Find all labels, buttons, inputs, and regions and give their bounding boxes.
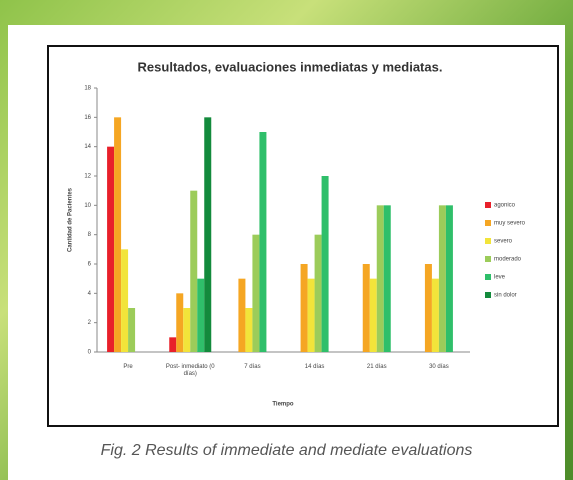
legend-swatch — [485, 238, 491, 244]
bar — [259, 132, 266, 352]
bar — [322, 176, 329, 352]
legend-label: moderado — [494, 257, 522, 263]
legend-label: severo — [494, 239, 513, 245]
x-tick-label: 21 días — [352, 364, 402, 371]
x-tick-label: 7 días — [227, 364, 277, 371]
bar — [204, 117, 211, 352]
legend-swatch — [485, 256, 491, 262]
bar — [377, 205, 384, 352]
x-tick-label: 14 días — [290, 364, 340, 371]
legend-label: sin dolor — [494, 293, 517, 299]
legend-label: agonico — [494, 203, 516, 209]
bar — [439, 205, 446, 352]
y-axis-label: Cantidad de Pacientes — [68, 187, 74, 252]
bar — [308, 279, 315, 352]
bar — [114, 117, 121, 352]
bar — [128, 308, 135, 352]
bar — [384, 205, 391, 352]
bar — [197, 279, 204, 352]
legend-label: muy severo — [494, 221, 526, 227]
bar — [169, 337, 176, 352]
bar — [425, 264, 432, 352]
legend-swatch — [485, 292, 491, 298]
bar — [363, 264, 370, 352]
x-tick-label: Pre — [103, 364, 153, 371]
y-tick-label: 14 — [84, 144, 91, 150]
legend-swatch — [485, 274, 491, 280]
x-axis-label: Tiempo — [272, 402, 294, 408]
chart-title: Resultados, evaluaciones inmediatas y me… — [138, 59, 443, 74]
y-tick-label: 4 — [88, 291, 92, 297]
bar — [432, 279, 439, 352]
y-tick-label: 8 — [88, 232, 92, 238]
bar — [190, 191, 197, 352]
bar — [183, 308, 190, 352]
y-tick-label: 10 — [84, 203, 91, 209]
y-tick-label: 18 — [84, 86, 91, 92]
caption: Fig. 2 Results of immediate and mediate … — [0, 442, 573, 460]
y-tick-label: 6 — [88, 262, 92, 268]
bar — [121, 249, 128, 352]
legend-swatch — [485, 202, 491, 208]
bar — [176, 293, 183, 352]
x-tick-label: Post- inmediato (0 días) — [165, 364, 215, 378]
bar — [238, 279, 245, 352]
page: Resultados, evaluaciones inmediatas y me… — [0, 0, 573, 480]
bar — [245, 308, 252, 352]
legend-swatch — [485, 220, 491, 226]
y-tick-label: 16 — [84, 115, 91, 121]
y-tick-label: 12 — [84, 174, 91, 180]
y-tick-label: 0 — [88, 350, 92, 356]
bar — [301, 264, 308, 352]
bar — [446, 205, 453, 352]
chart: Resultados, evaluaciones inmediatas y me… — [0, 0, 573, 480]
legend-label: leve — [494, 275, 506, 281]
bar — [107, 147, 114, 352]
bar — [315, 235, 322, 352]
bar — [370, 279, 377, 352]
x-tick-label: 30 días — [414, 364, 464, 371]
y-tick-label: 2 — [88, 320, 92, 326]
bar — [252, 235, 259, 352]
